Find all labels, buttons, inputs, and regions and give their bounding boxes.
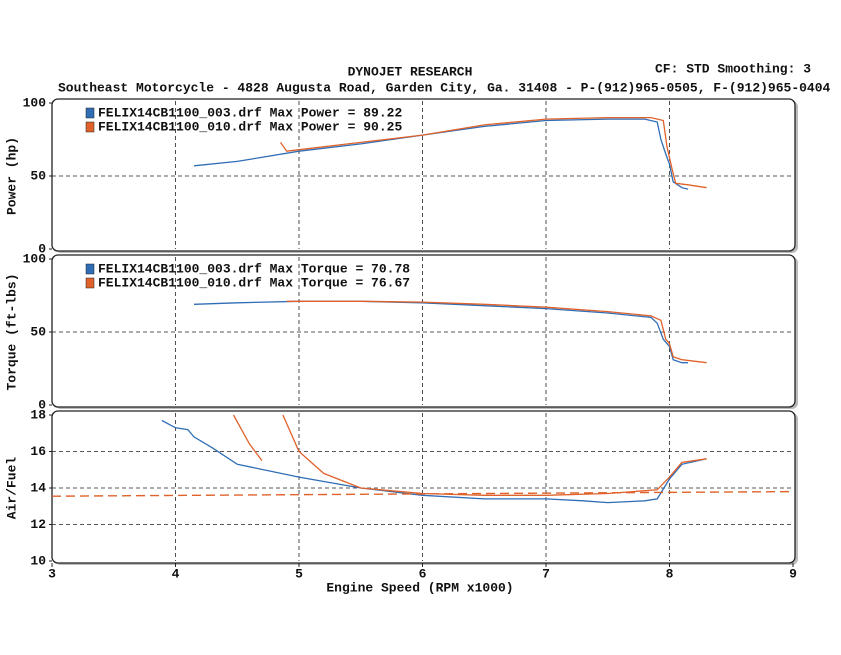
y-tick-label: 16 bbox=[30, 444, 46, 459]
y-tick-label: 100 bbox=[23, 251, 47, 266]
x-axis-label: Engine Speed (RPM x1000) bbox=[326, 580, 513, 595]
y-tick-label: 14 bbox=[30, 480, 46, 495]
x-tick-label: 4 bbox=[172, 566, 180, 581]
legend-swatch bbox=[85, 263, 95, 275]
panel bbox=[51, 98, 796, 252]
y-axis-label: Power (hp) bbox=[4, 137, 19, 215]
series-line bbox=[193, 118, 689, 190]
y-tick-label: 18 bbox=[30, 407, 46, 422]
legend-label: FELIX14CB1100_010.drf Max Power = 90.25 bbox=[98, 119, 402, 134]
legend-swatch bbox=[85, 107, 95, 119]
panel bbox=[51, 410, 796, 564]
y-axis-label: Air/Fuel bbox=[4, 457, 19, 520]
x-tick-label: 8 bbox=[666, 566, 674, 581]
series-line bbox=[232, 414, 707, 496]
y-tick-label: 10 bbox=[30, 553, 46, 568]
settings: CF: STD Smoothing: 3 bbox=[655, 61, 811, 76]
series-line bbox=[279, 116, 707, 189]
company: Southeast Motorcycle - 4828 Augusta Road… bbox=[58, 80, 831, 95]
y-tick-label: 12 bbox=[30, 517, 46, 532]
y-tick-label: 50 bbox=[30, 324, 46, 339]
y-tick-label: 100 bbox=[23, 95, 47, 110]
series-line bbox=[286, 300, 707, 364]
legend-swatch bbox=[85, 277, 95, 289]
legend-label: FELIX14CB1100_003.drf Max Torque = 70.78 bbox=[98, 261, 410, 276]
y-tick-label: 0 bbox=[38, 241, 46, 256]
panel bbox=[51, 254, 796, 408]
series-line bbox=[51, 490, 794, 497]
y-tick-label: 50 bbox=[30, 168, 46, 183]
x-tick-label: 3 bbox=[48, 566, 56, 581]
x-tick-label: 7 bbox=[542, 566, 550, 581]
y-axis-label: Torque (ft-lbs) bbox=[4, 273, 19, 390]
legend-label: FELIX14CB1100_010.drf Max Torque = 76.67 bbox=[98, 275, 410, 290]
x-tick-label: 9 bbox=[789, 566, 797, 581]
chart-title: DYNOJET RESEARCH bbox=[348, 64, 473, 79]
x-tick-label: 5 bbox=[295, 566, 303, 581]
y-tick-label: 0 bbox=[38, 397, 46, 412]
legend-label: FELIX14CB1100_003.drf Max Power = 89.22 bbox=[98, 105, 402, 120]
legend-swatch bbox=[85, 121, 95, 133]
x-tick-label: 6 bbox=[419, 566, 427, 581]
series-line bbox=[161, 419, 707, 504]
